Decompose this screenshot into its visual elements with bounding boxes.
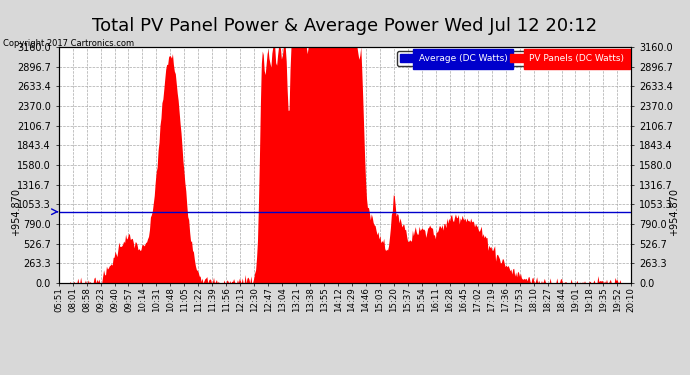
Text: +954.870: +954.870 xyxy=(669,188,678,236)
Text: Copyright 2017 Cartronics.com: Copyright 2017 Cartronics.com xyxy=(3,39,135,48)
Legend: Average (DC Watts), PV Panels (DC Watts): Average (DC Watts), PV Panels (DC Watts) xyxy=(397,51,627,66)
Text: +954.870: +954.870 xyxy=(12,188,21,236)
Text: Total PV Panel Power & Average Power Wed Jul 12 20:12: Total PV Panel Power & Average Power Wed… xyxy=(92,17,598,35)
